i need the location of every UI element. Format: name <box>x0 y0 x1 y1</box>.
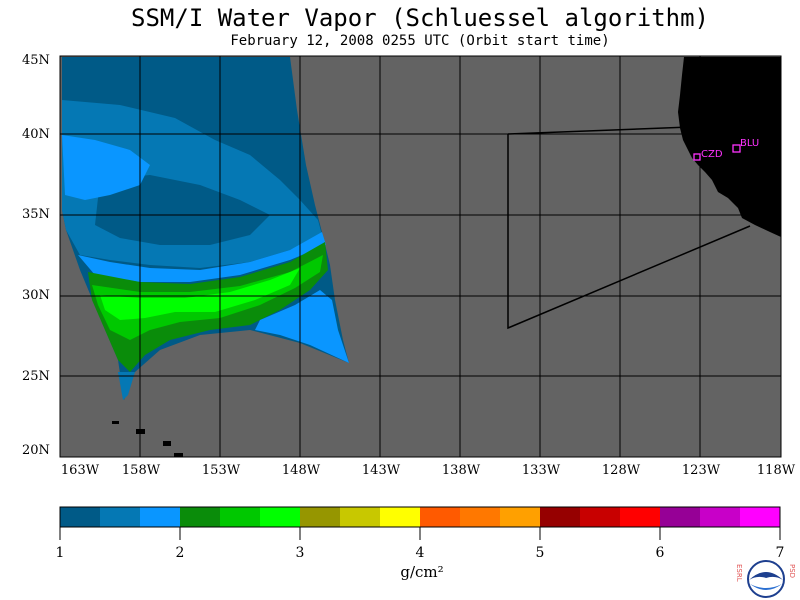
water-vapor-swath <box>62 57 349 400</box>
track-outline-top <box>507 126 691 135</box>
lon-label-133w: 133W <box>521 463 561 478</box>
colorbar-segment <box>140 507 181 527</box>
colorbar-segment <box>580 507 621 527</box>
station-blu-label: BLU <box>740 138 759 149</box>
colorbar-label-2: 2 <box>175 545 185 561</box>
colorbar-label-3: 3 <box>295 545 305 561</box>
colorbar-segment <box>300 507 341 527</box>
noaa-wave-icon <box>750 584 782 590</box>
colorbar-segment <box>100 507 141 527</box>
lon-label-163w: 163W <box>60 463 100 478</box>
colorbar-segment <box>540 507 581 527</box>
colorbar-segment <box>340 507 381 527</box>
chart-title: SSM/I Water Vapor (Schluessel algorithm) <box>131 4 709 32</box>
colorbar-segment <box>60 507 101 527</box>
colorbar-segment <box>260 507 301 527</box>
chart-subtitle: February 12, 2008 0255 UTC (Orbit start … <box>230 33 610 49</box>
lon-label-148w: 148W <box>281 463 321 478</box>
colorbar-segment <box>220 507 261 527</box>
lat-label-35n: 35N <box>22 207 50 222</box>
lon-label-138w: 138W <box>441 463 481 478</box>
lat-label-25n: 25N <box>22 369 50 384</box>
noaa-bird-icon <box>749 572 783 580</box>
noaa-badge-text: NOAA <box>757 577 775 584</box>
colorbar-segment <box>500 507 541 527</box>
colorbar-label-1: 1 <box>55 545 65 561</box>
esrl-letters: ESRL <box>735 564 743 582</box>
lat-label-30n: 30N <box>22 288 50 303</box>
colorbar-segment <box>700 507 741 527</box>
map-frame <box>59 55 782 458</box>
map-grid <box>60 56 781 457</box>
noaa-logo: NOAA ESRL PSD <box>735 560 796 598</box>
station-czd: CZD <box>693 149 723 161</box>
lon-label-123w: 123W <box>681 463 721 478</box>
colorbar-segment <box>460 507 501 527</box>
colorbar-label-5: 5 <box>535 545 545 561</box>
lon-label-128w: 128W <box>601 463 641 478</box>
colorbar-ticks <box>59 527 781 540</box>
colorbar-units: g/cm² <box>400 563 444 581</box>
colorbar-segment <box>660 507 701 527</box>
lon-label-118w: 118W <box>756 463 796 478</box>
colorbar <box>60 507 781 527</box>
colorbar-segment <box>620 507 661 527</box>
colorbar-segment <box>380 507 421 527</box>
track-outline <box>507 134 751 330</box>
station-blu: BLU <box>732 138 759 153</box>
colorbar-label-4: 4 <box>415 545 425 561</box>
colorbar-label-6: 6 <box>655 545 665 561</box>
colorbar-segment <box>420 507 461 527</box>
colorbar-segment <box>740 507 781 527</box>
lat-label-45n: 45N <box>22 53 50 68</box>
lon-label-153w: 153W <box>201 463 241 478</box>
lat-label-20n: 20N <box>22 443 50 458</box>
lon-label-158w: 158W <box>121 463 161 478</box>
lat-label-40n: 40N <box>22 127 50 142</box>
colorbar-label-7: 7 <box>775 545 785 561</box>
station-czd-label: CZD <box>701 149 723 160</box>
lon-label-143w: 143W <box>361 463 401 478</box>
north-america-land <box>678 57 781 237</box>
psd-letters: PSD <box>788 564 796 578</box>
colorbar-segment <box>180 507 221 527</box>
